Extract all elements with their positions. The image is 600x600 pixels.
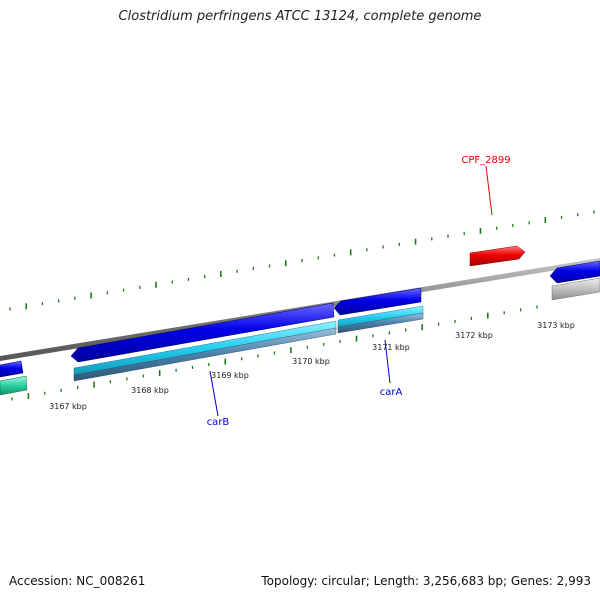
gene-cara-cds[interactable]: [333, 287, 422, 316]
genome-summary-text: Topology: circular; Length: 3,256,683 bp…: [261, 574, 591, 588]
label-cpf-2899[interactable]: CPF_2899: [461, 155, 511, 216]
label-cpf-2899-text: CPF_2899: [461, 155, 510, 166]
kbp-scale: 3167 kbp 3168 kbp 3169 kbp 3170 kbp 3171 kbp…: [49, 321, 575, 411]
map-title: Clostridium perfringens ATCC 13124, comp…: [118, 9, 482, 24]
kbp-tick-label: 3170 kbp: [292, 357, 330, 366]
gene-carb-feature-dark[interactable]: [73, 327, 337, 382]
gene-cpf-2899[interactable]: [469, 245, 526, 267]
label-carb[interactable]: carB: [207, 370, 230, 428]
kbp-tick-label: 3171 kbp: [372, 343, 410, 352]
gene-cara-feature-dark[interactable]: [337, 312, 424, 334]
gene-cds-right[interactable]: [549, 260, 600, 284]
label-cara-text: carA: [380, 387, 403, 398]
kbp-tick-label: 3169 kbp: [211, 371, 249, 380]
gene-carb-cds[interactable]: [70, 302, 335, 363]
kbp-tick-label: 3173 kbp: [537, 321, 575, 330]
kbp-tick-label: 3172 kbp: [455, 331, 493, 340]
kbp-tick-label: 3167 kbp: [49, 402, 87, 411]
feature-teal-left[interactable]: [0, 375, 28, 396]
kbp-tick-label: 3168 kbp: [131, 386, 169, 395]
label-carb-text: carB: [207, 417, 230, 428]
feature-gray-right[interactable]: [551, 277, 600, 301]
gc-skew-ticks-upper: [9, 210, 595, 311]
gc-skew-ticks-lower: [11, 305, 538, 401]
gene-cds-left[interactable]: [0, 360, 24, 378]
accession-text: Accession: NC_008261: [9, 574, 146, 588]
label-cara[interactable]: carA: [380, 339, 403, 398]
